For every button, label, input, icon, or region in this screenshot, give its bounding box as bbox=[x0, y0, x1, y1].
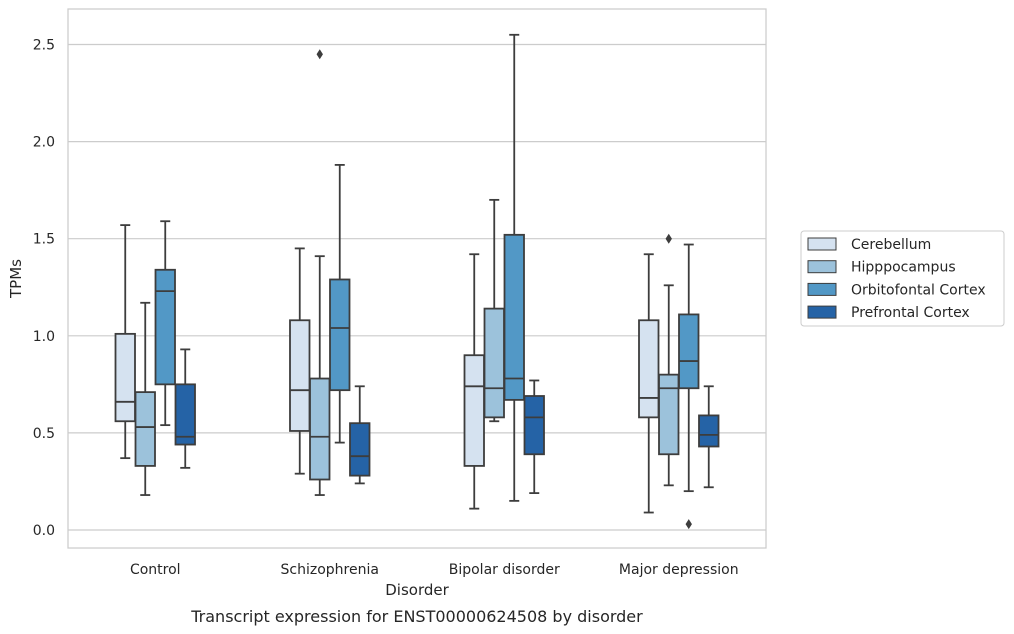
box-hipppocampus bbox=[658, 233, 680, 487]
x-tick-label: Major depression bbox=[619, 562, 739, 578]
box-iqr bbox=[503, 233, 525, 401]
box-iqr bbox=[309, 377, 331, 481]
box-prefrontal-cortex bbox=[174, 348, 196, 469]
box-iqr bbox=[174, 383, 196, 446]
y-axis-label: TPMs bbox=[7, 259, 25, 299]
x-axis-label: Disorder bbox=[385, 581, 449, 599]
legend-label: Prefrontal Cortex bbox=[851, 305, 970, 321]
y-tick-label: 2.5 bbox=[33, 38, 55, 54]
box-hipppocampus bbox=[309, 49, 331, 496]
box-iqr bbox=[134, 391, 156, 467]
box-iqr bbox=[698, 414, 720, 448]
box-cerebellum bbox=[638, 253, 660, 514]
plot-background bbox=[68, 9, 766, 548]
box-prefrontal-cortex bbox=[523, 379, 545, 495]
box-cerebellum bbox=[463, 253, 485, 510]
box-iqr bbox=[483, 307, 505, 419]
legend-label: Orbitofontal Cortex bbox=[851, 282, 986, 298]
box-iqr bbox=[349, 422, 371, 477]
box-iqr bbox=[678, 313, 700, 390]
x-tick-label: Bipolar disorder bbox=[449, 562, 560, 578]
box-iqr bbox=[114, 332, 136, 423]
y-tick-label: 2.0 bbox=[33, 135, 55, 151]
box-iqr bbox=[658, 373, 680, 456]
outlier-point bbox=[665, 233, 672, 244]
y-tick-label: 1.0 bbox=[33, 329, 55, 345]
y-axis-ticks: 0.0 0.5 1.0 1.5 2.0 2.5 bbox=[33, 38, 55, 540]
box-orbitofontal-cortex bbox=[678, 243, 700, 530]
legend-swatch bbox=[807, 237, 837, 251]
plot-frame bbox=[67, 8, 767, 549]
box-prefrontal-cortex bbox=[349, 385, 371, 485]
box-iqr bbox=[463, 354, 485, 467]
y-tick-label: 0.0 bbox=[33, 523, 55, 539]
legend-swatch bbox=[807, 305, 837, 319]
box-orbitofontal-cortex bbox=[329, 164, 351, 444]
legend-swatch bbox=[807, 282, 837, 296]
x-axis-ticks: Control Schizophrenia Bipolar disorder Majo… bbox=[130, 562, 739, 578]
box-prefrontal-cortex bbox=[698, 385, 720, 489]
legend-label: Cerebellum bbox=[851, 237, 931, 253]
legend-frame bbox=[800, 230, 1005, 327]
box-iqr bbox=[638, 319, 660, 419]
y-tick-label: 1.5 bbox=[33, 232, 55, 248]
chart-title: Transcript expression for ENST0000062450… bbox=[190, 607, 643, 626]
box-iqr bbox=[289, 319, 311, 432]
box-iqr bbox=[329, 278, 351, 392]
legend-swatch bbox=[807, 260, 837, 274]
box-orbitofontal-cortex bbox=[154, 220, 176, 427]
outlier-point bbox=[316, 49, 323, 60]
legend-label: Hipppocampus bbox=[851, 260, 956, 276]
box-iqr bbox=[154, 268, 176, 386]
x-tick-label: Control bbox=[130, 562, 181, 578]
box-hipppocampus bbox=[134, 301, 156, 496]
box-series bbox=[114, 33, 720, 530]
box-cerebellum bbox=[289, 247, 311, 475]
x-tick-label: Schizophrenia bbox=[281, 562, 379, 578]
y-tick-label: 0.5 bbox=[33, 426, 55, 442]
legend: Cerebellum Hipppocampus Orbitofontal Corte… bbox=[800, 230, 1005, 327]
outlier-point bbox=[685, 519, 692, 530]
box-orbitofontal-cortex bbox=[503, 33, 525, 502]
box-iqr bbox=[523, 395, 545, 456]
box-cerebellum bbox=[114, 224, 136, 460]
